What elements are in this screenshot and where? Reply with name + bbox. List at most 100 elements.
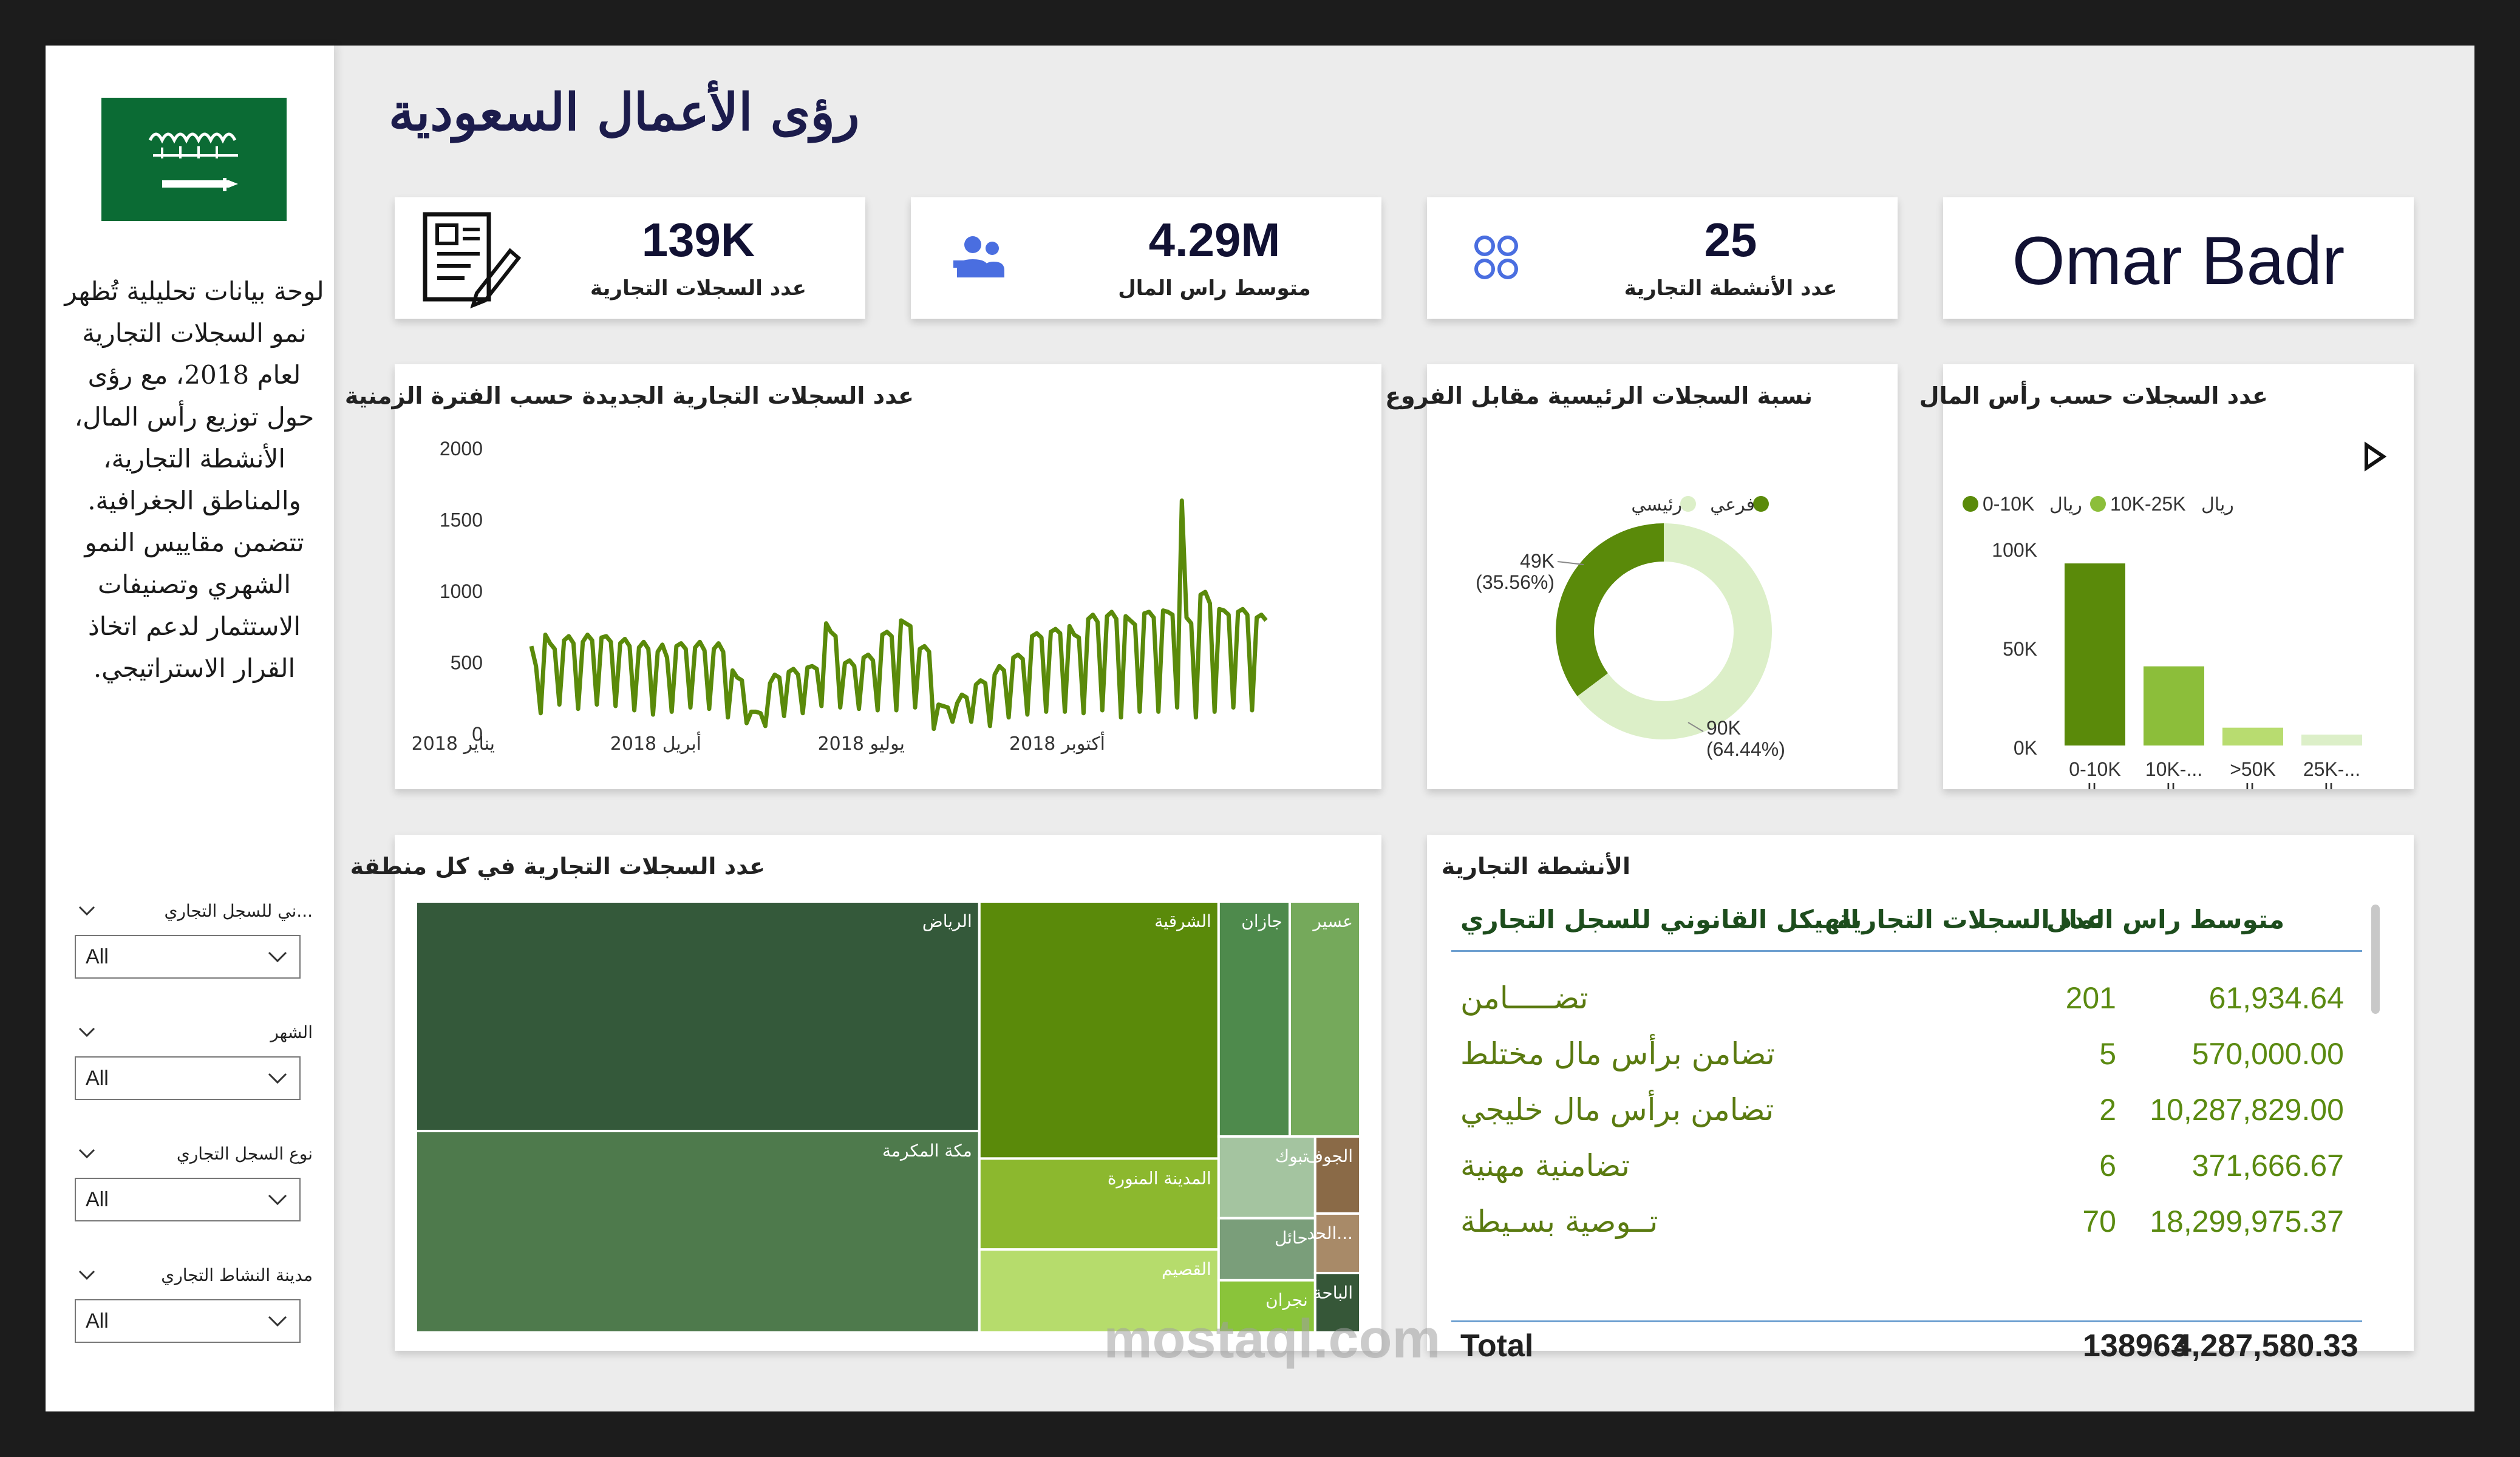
treemap-rect[interactable]	[1217, 1279, 1316, 1334]
slicer-activity-city[interactable]: مدينة النشاط التجاري All	[75, 1263, 313, 1343]
slicer-legal-structure[interactable]: ...ني للسجل التجاري All	[75, 898, 313, 979]
slicer-value: All	[86, 1309, 109, 1333]
treemap-label: الحد...	[1307, 1223, 1353, 1243]
slicer-dropdown[interactable]: All	[75, 1056, 301, 1100]
table-cell-capital: 18,299,975.37	[2150, 1204, 2344, 1238]
author-card: Omar Badr	[1943, 197, 2414, 319]
treemap-tile[interactable]: مكة المكرمة	[415, 1130, 981, 1334]
slicer-dropdown[interactable]: All	[75, 935, 301, 979]
treemap-label: الباحة	[1313, 1283, 1353, 1303]
treemap-tile[interactable]: حائل	[1217, 1217, 1316, 1282]
kpi-value: 25	[1704, 213, 1757, 267]
y-tick-label: 0K	[2014, 737, 2037, 759]
chart-title: عدد السجلات حسب رأس المال	[1919, 382, 2268, 409]
y-tick-label: 2000	[440, 438, 483, 460]
treemap-rect[interactable]	[978, 900, 1220, 1160]
treemap-label: حائل	[1275, 1228, 1308, 1248]
bar[interactable]	[2144, 666, 2204, 745]
total-label: Total	[1460, 1328, 1534, 1364]
treemap-tile[interactable]: المدينة المنورة	[978, 1157, 1220, 1251]
slicer-dropdown[interactable]: All	[75, 1299, 301, 1343]
treemap-label: عسير	[1312, 911, 1353, 931]
treemap-label: مكة المكرمة	[882, 1141, 972, 1161]
slice-pct-label: (35.56%)	[1476, 571, 1555, 593]
donut-slice[interactable]	[1577, 523, 1772, 739]
bar[interactable]	[2065, 563, 2125, 745]
table-cell-count: 6	[2099, 1149, 2116, 1183]
y-tick-label: 1000	[440, 580, 483, 602]
treemap-tile[interactable]: نجران	[1217, 1279, 1316, 1334]
bar-chart: 0-10Kريال10K-25Kريال100K50K0K0-10Kريال10…	[1963, 493, 2362, 789]
slicer-label: نوع السجل التجاري	[176, 1143, 313, 1164]
treemap-rect[interactable]	[415, 1130, 981, 1334]
chevron-down-icon	[268, 951, 287, 963]
treemap-tile[interactable]: الجوف	[1306, 1135, 1362, 1215]
column-header-count[interactable]: عدد السجلات التجارية	[1837, 905, 2104, 934]
treemap-tile[interactable]: الباحة	[1313, 1271, 1362, 1334]
total-divider	[1451, 1320, 2362, 1322]
legend-label: فرعي	[1710, 494, 1755, 515]
treemap-rect[interactable]	[1217, 1135, 1316, 1220]
chevron-down-icon[interactable]	[75, 898, 99, 923]
column-header-legal[interactable]: الهيكل القانوني للسجل التجاري	[1460, 905, 1859, 934]
table-cell-legal: تضامن برأس مال خليجي	[1460, 1092, 1774, 1127]
donut-slice[interactable]	[1556, 523, 1664, 696]
y-tick-label: 50K	[2003, 638, 2037, 660]
treemap-tile[interactable]: عسير	[1288, 900, 1361, 1138]
x-tick-unit: ريال	[2315, 781, 2348, 789]
slicer-value: All	[86, 1187, 109, 1211]
donut-chart: رئيسي فرعي 49K(35.56%) 90K(64.44%)	[1476, 494, 1785, 760]
chevron-down-icon[interactable]	[75, 1020, 99, 1044]
treemap-rect[interactable]	[415, 900, 981, 1133]
legend-label: 10K-25K	[2110, 493, 2186, 515]
treemap-rect[interactable]	[1313, 1135, 1362, 1215]
bar[interactable]	[2301, 735, 2362, 745]
treemap-rect[interactable]	[1217, 900, 1291, 1138]
x-tick-label: 25K-...	[2303, 758, 2360, 780]
saudi-flag-icon	[101, 98, 287, 221]
kpi-card-capital: 4.29M متوسط راس المال	[911, 197, 1381, 319]
legend-swatch	[2090, 496, 2106, 512]
treemap-tile[interactable]: تبوك	[1217, 1135, 1316, 1220]
chart-title: عدد السجلات التجارية في كل منطقة	[350, 853, 765, 880]
treemap-label: المدينة المنورة	[1108, 1168, 1211, 1188]
treemap-tile[interactable]: الحد...	[1307, 1212, 1362, 1274]
table-scrollbar[interactable]	[2371, 905, 2380, 1014]
table-cell-legal: تضـــــامن	[1460, 980, 1589, 1016]
slicer-value: All	[86, 1066, 109, 1090]
kpi-value: 139K	[641, 213, 755, 267]
series-line[interactable]	[529, 498, 1268, 732]
treemap-tile[interactable]: جازان	[1217, 900, 1291, 1138]
bar[interactable]	[2222, 727, 2283, 745]
legend-swatch	[1753, 496, 1769, 512]
treemap-rect[interactable]	[1288, 900, 1361, 1138]
slicer-record-type[interactable]: نوع السجل التجاري All	[75, 1141, 313, 1221]
slicer-month[interactable]: الشهر All	[75, 1020, 313, 1100]
legend-swatch	[1680, 496, 1696, 512]
total-count: 138963	[2083, 1328, 2188, 1364]
treemap-tile[interactable]: الشرقية	[978, 900, 1220, 1160]
table-cell-capital: 570,000.00	[2191, 1037, 2344, 1071]
treemap-rect[interactable]	[1313, 1212, 1362, 1274]
slicer-dropdown[interactable]: All	[75, 1178, 301, 1221]
chevron-down-icon[interactable]	[75, 1263, 99, 1287]
slice-value-label: 90K	[1706, 717, 1741, 739]
document-pen-icon	[423, 212, 522, 308]
x-tick-unit: ريال	[2157, 781, 2190, 789]
treemap-label: جازان	[1241, 911, 1282, 931]
people-icon	[953, 236, 1004, 277]
treemap-rect[interactable]	[1313, 1271, 1362, 1334]
table-cell-legal: تضامن برأس مال مختلط	[1460, 1036, 1775, 1072]
table-cell-count: 2	[2099, 1093, 2116, 1127]
chevron-down-icon[interactable]	[75, 1141, 99, 1166]
column-header-capital[interactable]: متوسط راس المال	[2046, 905, 2285, 934]
legend-label: رئيسي	[1631, 494, 1682, 515]
legend-next-icon[interactable]	[2359, 441, 2389, 472]
treemap-rect[interactable]	[1217, 1217, 1316, 1282]
treemap-tile[interactable]: الرياض	[415, 900, 981, 1133]
table-body: تضـــــامن 201 61,934.64 تضامن برأس مال مخت…	[1427, 835, 2414, 1308]
legend: رئيسي فرعي	[1631, 494, 1769, 515]
kpi-label: عدد السجلات التجارية	[590, 276, 807, 301]
x-tick-label: يوليو 2018	[818, 733, 905, 755]
x-tick-label: 10K-...	[2145, 758, 2202, 780]
